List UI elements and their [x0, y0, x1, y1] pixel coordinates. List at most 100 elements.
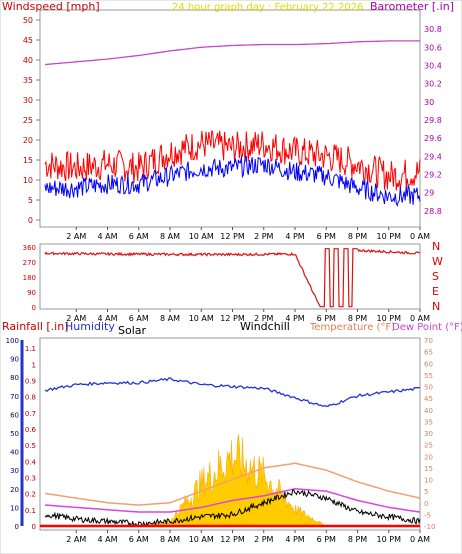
barometer-tick-label: 29	[424, 189, 434, 198]
dewpoint-axis-label: Dew Point (°F)	[392, 322, 462, 333]
time-axis-bottom-label: 0 AM	[410, 535, 430, 544]
time-axis-direction-label: 4 AM	[97, 314, 117, 323]
axis-ticks: 0510152025303540455028.82929.229.429.629…	[6, 16, 443, 544]
rainfall-tick-label: 0.4	[25, 458, 37, 466]
rainfall-tick-label: 0.6	[25, 426, 37, 434]
direction-tick-label: 0	[32, 304, 36, 312]
time-axis-direction-label: 10 PM	[377, 314, 402, 323]
time-axis-top-label: 4 PM	[285, 232, 304, 241]
barometer-axis-label: Barometer [.in]	[370, 0, 454, 13]
time-axis-direction-label: 6 AM	[129, 314, 149, 323]
solar-axis-label: Solar	[118, 324, 147, 337]
windspeed-tick-label: 15	[23, 156, 33, 165]
direction-compass-label: N	[432, 300, 440, 313]
time-axis-top-label: 6 AM	[129, 232, 149, 241]
temperature-tick-label: -5	[424, 511, 431, 519]
rainfall-axis-label: Rainfall [.in]	[2, 320, 69, 333]
barometer-tick-label: 30.4	[424, 61, 442, 70]
temperature-axis-label: Temperature (°F)	[309, 322, 395, 333]
time-axis-top-label: 2 AM	[66, 232, 86, 241]
time-axis-bottom-label: 8 PM	[348, 535, 367, 544]
direction-tick-label: 180	[23, 274, 36, 282]
time-axis-direction-label: 8 AM	[160, 314, 180, 323]
time-axis-direction-label: 6 PM	[317, 314, 336, 323]
barometer-tick-label: 29.8	[424, 116, 442, 125]
time-axis-bottom-label: 4 AM	[97, 535, 117, 544]
humidity-tick-label: 50	[10, 430, 19, 438]
humidity-tick-label: 0	[15, 523, 19, 531]
rainfall-tick-label: 0.5	[25, 442, 36, 450]
windspeed-tick-label: 45	[23, 36, 33, 45]
time-axis-direction-label: 4 PM	[285, 314, 304, 323]
humidity-axis-label: Humidity	[65, 320, 115, 333]
barometer-tick-label: 30.2	[424, 80, 442, 89]
rainfall-tick-label: 1.1	[25, 345, 36, 353]
temperature-tick-label: 35	[424, 418, 433, 426]
barometer-tick-label: 30.8	[424, 25, 442, 34]
direction-compass-label: E	[432, 285, 439, 298]
time-axis-bottom-label: 2 PM	[254, 535, 273, 544]
humidity-tick-label: 60	[10, 411, 19, 419]
temperature-tick-label: 10	[424, 477, 433, 485]
humidity-tick-label: 90	[10, 356, 19, 364]
time-axis-top-label: 8 PM	[348, 232, 367, 241]
time-axis-top-label: 2 PM	[254, 232, 273, 241]
time-axis-direction-label: 12 PM	[220, 314, 245, 323]
rainfall-tick-label: 0.7	[25, 410, 36, 418]
barometer-tick-label: 28.8	[424, 207, 442, 216]
time-axis-bottom-label: 4 PM	[285, 535, 304, 544]
direction-compass-label: W	[432, 255, 443, 268]
direction-compass-label: S	[432, 270, 439, 283]
humidity-tick-label: 30	[10, 467, 19, 475]
temperature-series-line	[44, 462, 421, 506]
wind-barometer-panel	[39, 9, 421, 228]
dewpoint-series-line	[44, 488, 421, 513]
time-axis-top-label: 12 PM	[220, 232, 245, 241]
time-axis-bottom-label: 8 AM	[160, 535, 180, 544]
time-axis-bottom-label: 12 PM	[220, 535, 245, 544]
windspeed-series-line	[44, 130, 421, 191]
humidity-series-line	[44, 377, 421, 407]
direction-tick-label: 90	[27, 289, 36, 297]
temperature-tick-label: 5	[424, 488, 428, 496]
windspeed-tick-label: 0	[28, 216, 33, 225]
windspeed-tick-label: 35	[23, 76, 33, 85]
temperature-tick-label: 25	[424, 442, 433, 450]
time-axis-top-label: 10 PM	[377, 232, 402, 241]
series-layer	[40, 40, 421, 528]
time-axis-bottom-label: 10 PM	[377, 535, 402, 544]
windspeed-tick-label: 25	[23, 116, 33, 125]
rainfall-tick-label: 0.8	[25, 394, 36, 402]
time-axis-top-label: 8 AM	[160, 232, 180, 241]
direction-tick-label: 270	[23, 259, 36, 267]
windspeed-tick-label: 5	[28, 196, 33, 205]
humidity-tick-label: 40	[10, 449, 19, 457]
time-axis-bottom-label: 6 AM	[129, 535, 149, 544]
windspeed-tick-label: 30	[23, 96, 33, 105]
time-axis-bottom-label: 6 PM	[317, 535, 336, 544]
wind-direction-series-line	[44, 248, 421, 308]
temperature-tick-label: -10	[424, 523, 435, 531]
windspeed-tick-label: 10	[23, 176, 33, 185]
temperature-tick-label: 20	[424, 453, 433, 461]
humidity-tick-label: 80	[10, 374, 19, 382]
windchill-axis-label: Windchill	[240, 320, 290, 333]
time-axis-bottom-label: 10 AM	[189, 535, 214, 544]
gust-series-line	[44, 155, 421, 208]
temperature-tick-label: 0	[424, 500, 428, 508]
rainfall-tick-label: 1	[32, 361, 36, 369]
direction-compass-label: N	[432, 240, 440, 253]
windspeed-tick-label: 50	[23, 16, 33, 25]
time-axis-top-label: 0 AM	[410, 232, 430, 241]
humidity-tick-label: 20	[10, 486, 19, 494]
windspeed-tick-label: 20	[23, 136, 33, 145]
barometer-tick-label: 29.6	[424, 134, 442, 143]
time-axis-top-label: 4 AM	[97, 232, 117, 241]
rainfall-tick-label: 0.1	[25, 507, 36, 515]
windchill-series-line	[44, 489, 421, 528]
rainfall-tick-label: 0.9	[25, 377, 36, 385]
rainfall-tick-label: 0	[32, 523, 36, 531]
barometer-tick-label: 30.6	[424, 43, 442, 52]
time-axis-direction-label: 0 AM	[410, 314, 430, 323]
